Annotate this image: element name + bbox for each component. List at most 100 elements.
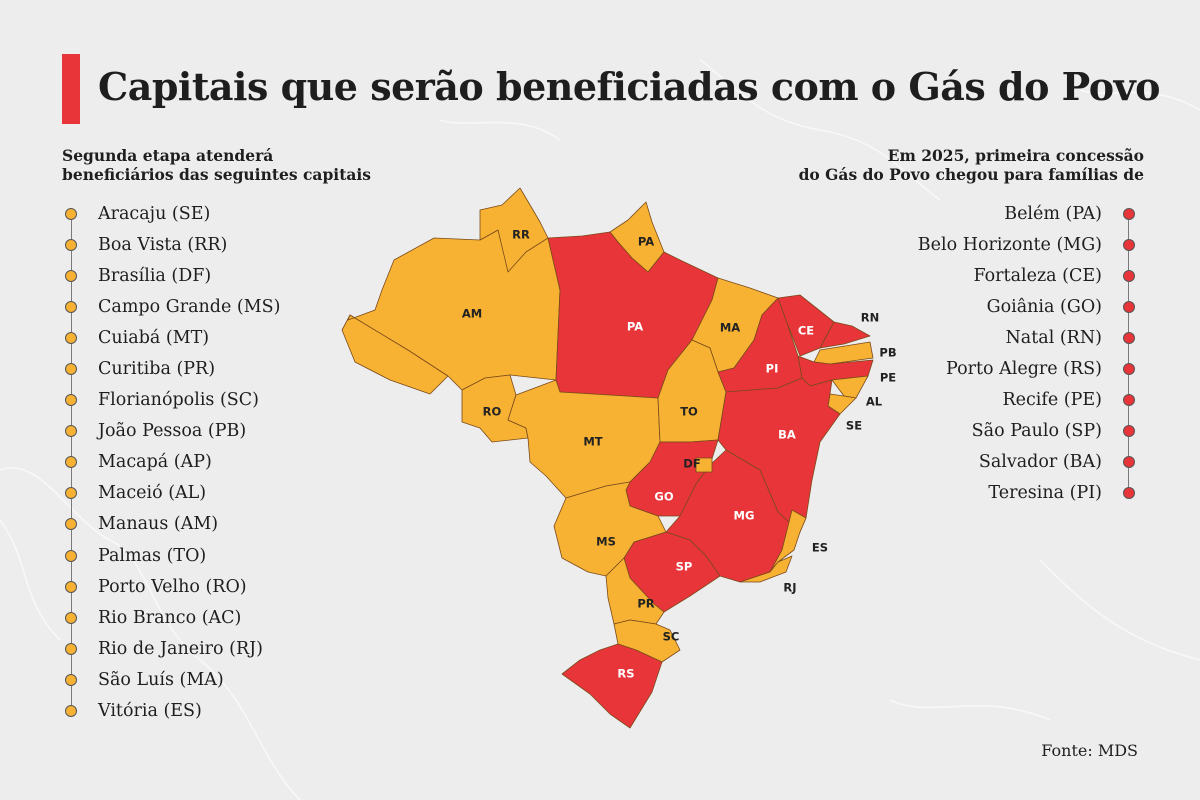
second-stage-capital-label: João Pessoa (PB) (98, 421, 247, 442)
source-note: Fonte: MDS (1041, 741, 1138, 760)
second-stage-capital-label: Manaus (AM) (98, 514, 219, 535)
bullet-dot-icon (65, 238, 77, 251)
second-stage-capital-label: Boa Vista (RR) (98, 234, 228, 255)
state-label-ce: CE (798, 324, 814, 338)
second-stage-capital-item: Curitiba (PR) (62, 353, 362, 384)
state-label-mt: MT (583, 435, 602, 449)
bullet-dot-icon (65, 331, 77, 344)
state-label-df: DF (683, 457, 700, 471)
state-pr (605, 557, 665, 625)
second-stage-capital-label: São Luís (MA) (98, 669, 224, 690)
bullet-dot-icon (1123, 269, 1135, 282)
state-label-pa: PA (627, 320, 643, 334)
state-label-mg: MG (734, 509, 755, 523)
state-label-sc: SC (663, 630, 680, 644)
bullet-dot-icon (65, 425, 77, 438)
state-label-pb: PB (879, 346, 896, 360)
state-df (695, 457, 713, 473)
second-stage-capital-item: Florianópolis (SC) (62, 385, 362, 416)
bullet-dot-icon (1123, 300, 1135, 313)
state-label-ms: MS (596, 535, 616, 549)
bullet-dot-icon (65, 549, 77, 562)
second-stage-capital-label: Cuiabá (MT) (98, 327, 210, 348)
first-stage-capital-item: Goiânia (GO) (878, 291, 1138, 322)
bullet-dot-icon (65, 518, 77, 531)
second-stage-capital-item: Rio de Janeiro (RJ) (62, 633, 362, 664)
state-label-pe: PE (880, 371, 896, 385)
first-stage-capital-item: Belo Horizonte (MG) (878, 229, 1138, 260)
left-heading-line2: beneficiários das seguintes capitais (62, 165, 372, 184)
state-label-rr: RR (512, 228, 530, 242)
first-stage-capital-label: Salvador (BA) (978, 452, 1102, 473)
second-stage-capital-item: Maceió (AL) (62, 478, 362, 509)
bullet-dot-icon (65, 207, 77, 220)
left-heading: Segunda etapa atenderá beneficiários das… (62, 146, 371, 184)
second-stage-capital-label: Aracaju (SE) (98, 203, 211, 224)
bullet-dot-icon (65, 580, 77, 593)
bullet-dot-icon (65, 611, 77, 624)
state-pb (813, 341, 874, 365)
second-stage-capital-label: Porto Velho (RO) (98, 576, 247, 597)
right-heading: Em 2025, primeira concessão do Gás do Po… (799, 146, 1144, 184)
first-stage-capital-label: Goiânia (GO) (986, 296, 1102, 317)
first-stage-capital-item: Porto Alegre (RS) (878, 353, 1138, 384)
bullet-dot-icon (1123, 363, 1135, 376)
state-label-ma: MA (720, 321, 740, 335)
state-rj (739, 555, 793, 583)
first-stage-capital-item: Recife (PE) (878, 385, 1138, 416)
second-stage-capital-item: João Pessoa (PB) (62, 416, 362, 447)
state-label-sp: SP (676, 560, 693, 574)
second-stage-capital-item: Aracaju (SE) (62, 198, 362, 229)
bullet-dot-icon (1123, 394, 1135, 407)
brazil-states-map: AM RR PA PA RO MT MA TO PI CE RN PB PE AL SE BA GO DF MG ES… (341, 187, 897, 729)
first-stage-capital-item: Fortaleza (CE) (878, 260, 1138, 291)
second-stage-capital-item: São Luís (MA) (62, 664, 362, 695)
state-rn (819, 321, 871, 349)
first-stage-capital-label: São Paulo (SP) (971, 421, 1102, 442)
state-label-go: GO (654, 490, 673, 504)
state-rs (561, 643, 663, 729)
state-label-al: AL (866, 395, 883, 409)
first-stage-capitals-list: Belém (PA) Belo Horizonte (MG) Fortaleza (… (878, 198, 1138, 509)
first-stage-capital-label: Recife (PE) (1002, 390, 1102, 411)
bullet-dot-icon (1123, 331, 1135, 344)
second-stage-capital-label: Rio de Janeiro (RJ) (98, 638, 263, 659)
page-title: Capitais que serão beneficiadas com o Gá… (98, 64, 1161, 109)
title-accent-bar (62, 54, 80, 124)
right-heading-line1: Em 2025, primeira concessão (887, 146, 1144, 165)
second-stage-capitals-list: Aracaju (SE) Boa Vista (RR) Brasília (DF) C… (62, 198, 362, 727)
second-stage-capital-item: Campo Grande (MS) (62, 291, 362, 322)
bullet-dot-icon (1123, 207, 1135, 220)
bullet-dot-icon (65, 673, 77, 686)
second-stage-capital-item: Porto Velho (RO) (62, 571, 362, 602)
first-stage-capital-item: Belém (PA) (878, 198, 1138, 229)
bullet-dot-icon (65, 487, 77, 500)
first-stage-capital-item: Natal (RN) (878, 322, 1138, 353)
state-es (769, 509, 807, 573)
state-label-se: SE (846, 419, 862, 433)
first-stage-capital-label: Porto Alegre (RS) (946, 359, 1102, 380)
bullet-dot-icon (65, 705, 77, 718)
bullet-dot-icon (1123, 238, 1135, 251)
first-stage-capital-label: Fortaleza (CE) (973, 265, 1102, 286)
first-stage-capital-label: Natal (RN) (1005, 327, 1102, 348)
right-heading-line2: do Gás do Povo chegou para famílias de (798, 165, 1144, 184)
state-label-pi: PI (766, 362, 779, 376)
second-stage-capital-label: Brasília (DF) (98, 265, 212, 286)
second-stage-capital-item: Palmas (TO) (62, 540, 362, 571)
bullet-dot-icon (65, 363, 77, 376)
second-stage-capital-label: Curitiba (PR) (98, 359, 216, 380)
state-label-am: AM (462, 307, 482, 321)
first-stage-capital-label: Teresina (PI) (988, 483, 1102, 504)
second-stage-capital-item: Manaus (AM) (62, 509, 362, 540)
left-heading-line1: Segunda etapa atenderá (62, 146, 274, 165)
state-label-pr: PR (637, 597, 654, 611)
bullet-dot-icon (1123, 425, 1135, 438)
state-label-to: TO (680, 405, 698, 419)
second-stage-capital-label: Rio Branco (AC) (98, 607, 242, 628)
bullet-dot-icon (65, 394, 77, 407)
first-stage-capital-item: Salvador (BA) (878, 447, 1138, 478)
second-stage-capital-label: Campo Grande (MS) (98, 296, 281, 317)
second-stage-capital-label: Florianópolis (SC) (98, 390, 259, 411)
